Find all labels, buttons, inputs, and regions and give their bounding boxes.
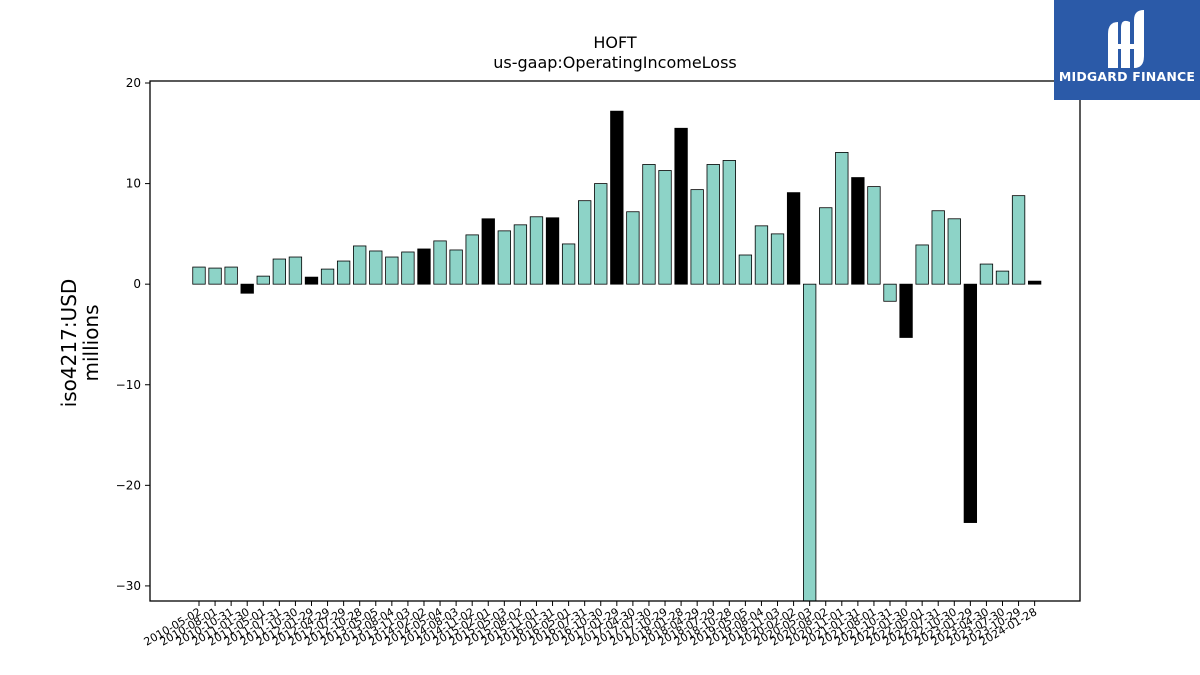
bar-2015-08-02 [513, 224, 528, 285]
bar-2017-10-29 [658, 170, 672, 285]
bar-2023-01-29 [963, 283, 978, 523]
plot-frame [149, 80, 1081, 602]
bar-2012-10-28 [353, 245, 367, 285]
bar-2023-04-30 [979, 263, 994, 285]
y-tick-label: 20 [126, 76, 141, 90]
bar-2021-01-31 [851, 177, 865, 285]
bar-2011-10-30 [288, 256, 303, 285]
bar-2018-10-28 [722, 160, 736, 285]
bar-2020-02-02 [786, 192, 801, 285]
bar-2022-01-30 [899, 283, 913, 338]
bars-group [192, 110, 1042, 602]
bar-2020-05-03 [803, 283, 817, 602]
y-tick-label: −10 [116, 378, 141, 392]
bar-2014-05-04 [433, 240, 447, 285]
bar-2020-11-01 [835, 152, 849, 285]
bar-2010-10-31 [224, 266, 238, 285]
bar-2010-05-02 [192, 266, 206, 285]
bar-2018-01-28 [674, 127, 688, 285]
bar-2012-07-29 [336, 260, 351, 285]
bar-2015-11-01 [529, 216, 544, 285]
y-tick-label: 0 [133, 277, 141, 291]
bar-2011-01-30 [240, 283, 254, 294]
midgard-finance-logo: MIDGARD FINANCE [1054, 0, 1200, 100]
bar-2011-07-31 [272, 258, 287, 285]
logo-mark-icon [1108, 10, 1144, 68]
bar-2022-07-31 [931, 210, 945, 285]
bar-2020-08-02 [819, 207, 833, 285]
y-tick-label: −20 [116, 478, 141, 492]
bar-2016-01-31 [545, 217, 560, 285]
bar-2011-05-01 [256, 275, 270, 285]
y-axis-label-units: millions [79, 304, 103, 381]
bar-2015-05-03 [497, 230, 511, 285]
bar-2017-04-30 [626, 211, 640, 285]
y-tick-label: −30 [116, 579, 141, 593]
bar-2015-02-01 [481, 218, 495, 285]
bar-2018-07-29 [706, 164, 720, 285]
bar-2022-05-01 [915, 244, 929, 285]
bar-2024-01-28 [1027, 280, 1042, 285]
logo-text: MIDGARD FINANCE [1058, 69, 1196, 84]
bar-2018-04-29 [690, 189, 704, 285]
bar-2023-10-29 [1011, 195, 1026, 285]
y-axis: 20 10 0 −10 −20 −30 [116, 76, 150, 593]
bar-2012-04-29 [320, 268, 335, 285]
bar-2013-11-03 [401, 251, 415, 285]
bar-2016-07-31 [578, 200, 592, 285]
bar-2017-07-30 [642, 164, 656, 285]
bar-2012-01-29 [304, 276, 319, 285]
bar-2021-08-01 [867, 186, 881, 285]
bar-2014-02-02 [417, 248, 431, 285]
bar-2022-10-30 [947, 218, 961, 285]
bar-2021-10-31 [883, 283, 897, 302]
y-tick-label: 10 [126, 177, 141, 191]
bar-2014-11-02 [465, 234, 479, 285]
bar-2016-05-01 [561, 243, 576, 285]
bar-2013-08-04 [385, 256, 399, 285]
bar-2010-08-01 [208, 267, 222, 285]
x-axis: 2010-05-022010-08-012010-10-312011-01-30… [142, 601, 1039, 649]
chart-title: HOFT [593, 33, 637, 52]
bar-2013-05-05 [369, 250, 383, 285]
chart-subtitle: us-gaap:OperatingIncomeLoss [493, 53, 737, 72]
y-axis-label: iso4217:USD [57, 279, 81, 408]
bar-2019-08-04 [754, 225, 769, 285]
bar-2014-08-03 [449, 249, 463, 285]
bar-2019-11-03 [770, 233, 785, 285]
bar-2016-10-30 [594, 183, 608, 285]
bar-2017-01-29 [610, 110, 624, 285]
bar-2023-07-30 [995, 270, 1010, 285]
bar-2019-05-05 [738, 254, 753, 285]
